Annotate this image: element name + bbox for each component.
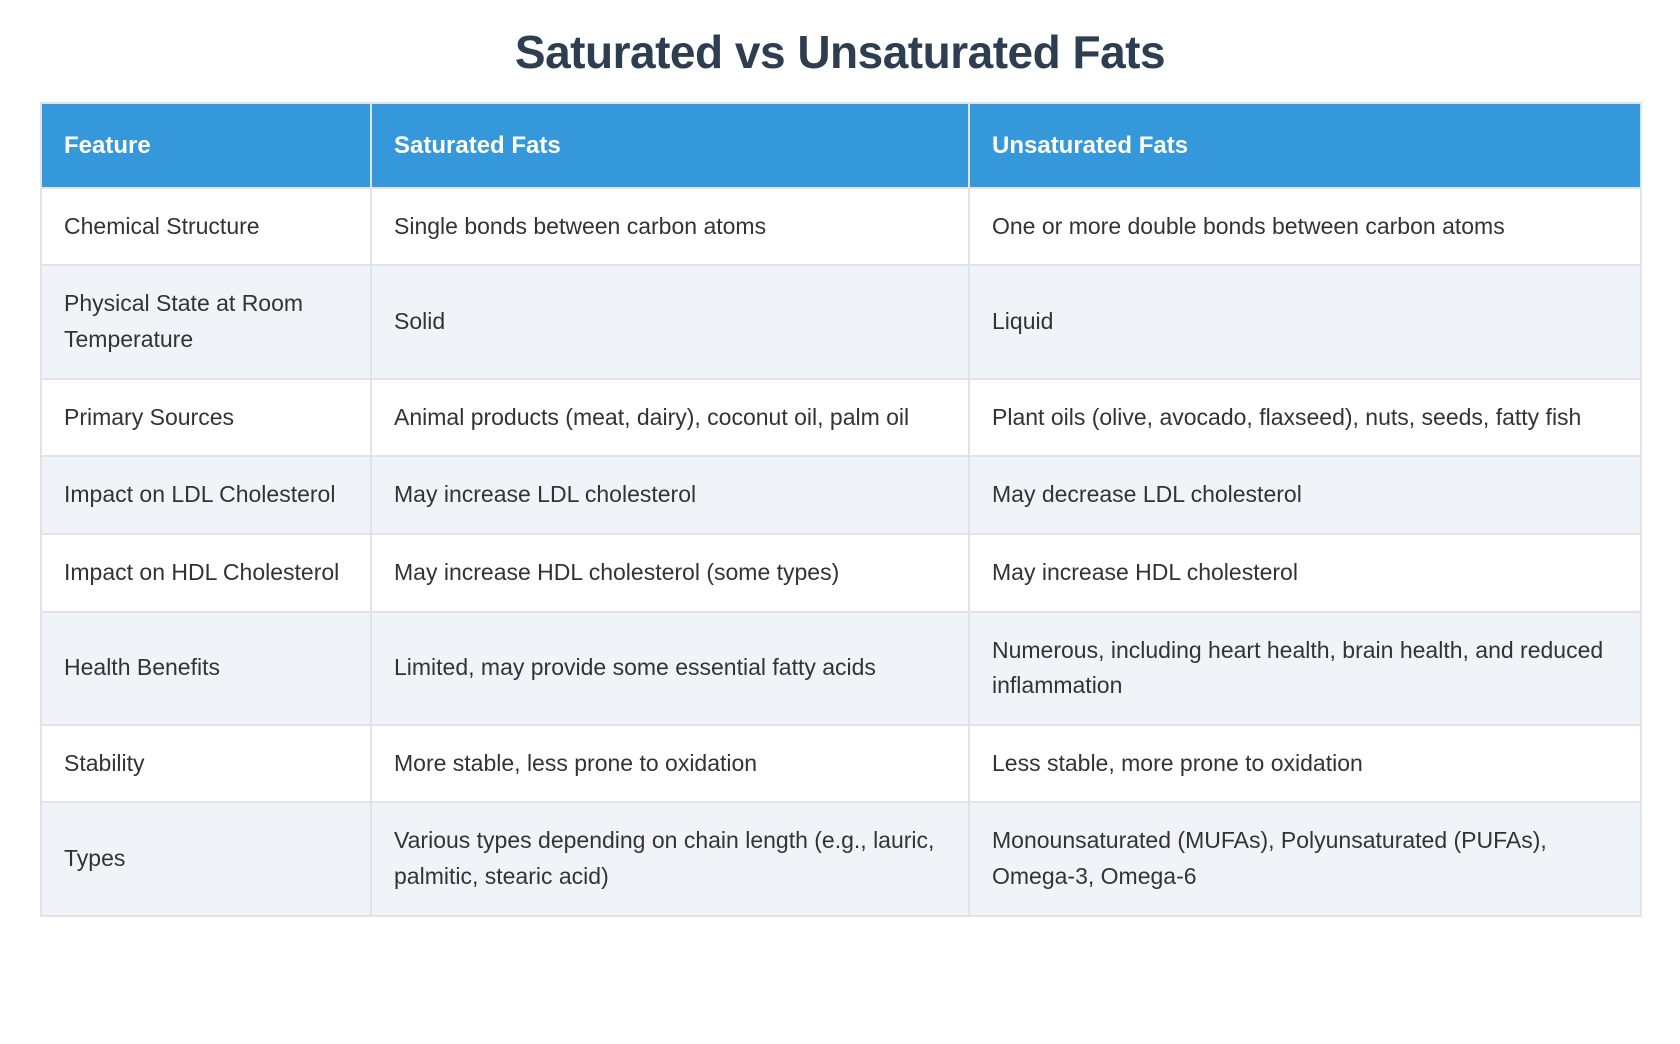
cell-saturated: May increase LDL cholesterol: [370, 455, 970, 535]
cell-unsaturated: One or more double bonds between carbon …: [968, 186, 1642, 267]
header-cell-unsaturated: Unsaturated Fats: [968, 101, 1642, 189]
cell-feature: Impact on HDL Cholesterol: [40, 532, 372, 613]
table-row: Physical State at Room Temperature Solid…: [40, 264, 1642, 380]
cell-saturated: May increase HDL cholesterol (some types…: [370, 532, 970, 613]
cell-saturated: Limited, may provide some essential fatt…: [370, 610, 970, 726]
cell-feature: Types: [40, 801, 372, 917]
cell-unsaturated: Plant oils (olive, avocado, flaxseed), n…: [968, 377, 1642, 458]
cell-feature: Physical State at Room Temperature: [40, 264, 372, 380]
cell-feature: Impact on LDL Cholesterol: [40, 455, 372, 535]
cell-saturated: Solid: [370, 264, 970, 380]
cell-unsaturated: May increase HDL cholesterol: [968, 532, 1642, 613]
table-row: Impact on LDL Cholesterol May increase L…: [40, 455, 1642, 535]
cell-saturated: More stable, less prone to oxidation: [370, 723, 970, 804]
cell-saturated: Animal products (meat, dairy), coconut o…: [370, 377, 970, 458]
header-cell-feature: Feature: [40, 101, 372, 189]
cell-unsaturated: Less stable, more prone to oxidation: [968, 723, 1642, 804]
cell-unsaturated: Numerous, including heart health, brain …: [968, 610, 1642, 726]
cell-saturated: Various types depending on chain length …: [370, 801, 970, 917]
cell-saturated: Single bonds between carbon atoms: [370, 186, 970, 267]
header-cell-saturated: Saturated Fats: [370, 101, 970, 189]
table-row: Primary Sources Animal products (meat, d…: [40, 377, 1642, 458]
cell-feature: Stability: [40, 723, 372, 804]
page-container: Saturated vs Unsaturated Fats Feature Sa…: [40, 26, 1642, 917]
cell-unsaturated: May decrease LDL cholesterol: [968, 455, 1642, 535]
comparison-table: Feature Saturated Fats Unsaturated Fats …: [40, 101, 1642, 917]
cell-feature: Health Benefits: [40, 610, 372, 726]
cell-unsaturated: Monounsaturated (MUFAs), Polyunsaturated…: [968, 801, 1642, 917]
page-title: Saturated vs Unsaturated Fats: [514, 26, 1166, 78]
cell-feature: Primary Sources: [40, 377, 372, 458]
header-row: Feature Saturated Fats Unsaturated Fats: [40, 101, 1642, 189]
table-row: Stability More stable, less prone to oxi…: [40, 723, 1642, 804]
table-row: Impact on HDL Cholesterol May increase H…: [40, 532, 1642, 613]
table-row: Types Various types depending on chain l…: [40, 801, 1642, 917]
cell-feature: Chemical Structure: [40, 186, 372, 267]
cell-unsaturated: Liquid: [968, 264, 1642, 380]
table-row: Health Benefits Limited, may provide som…: [40, 610, 1642, 726]
table-row: Chemical Structure Single bonds between …: [40, 186, 1642, 267]
